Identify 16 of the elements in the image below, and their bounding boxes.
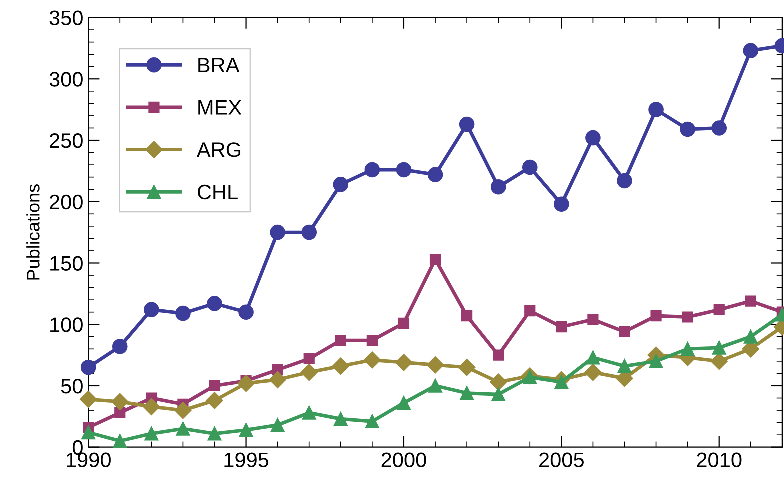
legend-label: BRA (198, 58, 240, 72)
x-tick-label: 2005 (540, 452, 584, 468)
legend-label: MEX (198, 100, 242, 115)
x-tick-label: 1995 (224, 452, 269, 468)
x-tick-label: 2010 (697, 452, 742, 468)
legend-label: CHL (198, 184, 238, 200)
y-tick-label: 200 (50, 194, 83, 210)
y-tick-label: 100 (50, 318, 83, 332)
y-tick-label: 50 (61, 378, 83, 394)
x-tick-label: 2000 (382, 452, 426, 468)
y-tick-label: 300 (50, 72, 83, 87)
y-tick-label: 350 (50, 10, 83, 26)
y-tick-label: 150 (50, 256, 83, 271)
y-tick-label: 250 (50, 134, 83, 148)
y-axis-title: Publications (26, 184, 40, 280)
legend-label: ARG (196, 142, 241, 158)
